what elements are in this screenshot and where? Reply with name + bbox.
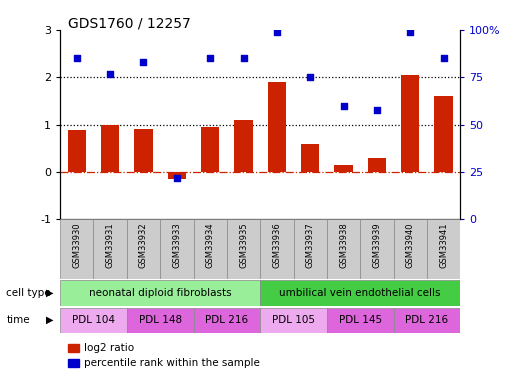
Bar <box>194 308 260 333</box>
Text: PDL 104: PDL 104 <box>72 315 115 325</box>
Text: neonatal diploid fibroblasts: neonatal diploid fibroblasts <box>89 288 232 298</box>
Bar <box>227 219 260 279</box>
Text: umbilical vein endothelial cells: umbilical vein endothelial cells <box>279 288 441 298</box>
Text: cell type: cell type <box>6 288 51 298</box>
Bar <box>327 308 393 333</box>
Bar <box>293 219 327 279</box>
Bar <box>160 219 194 279</box>
Text: percentile rank within the sample: percentile rank within the sample <box>84 358 259 368</box>
Text: GSM33937: GSM33937 <box>306 222 315 268</box>
Bar <box>201 127 219 172</box>
Bar <box>368 158 386 172</box>
Bar <box>234 120 253 172</box>
Bar <box>134 129 153 172</box>
Bar <box>394 219 427 279</box>
Point <box>306 74 314 80</box>
Text: GSM33935: GSM33935 <box>239 222 248 268</box>
Text: GSM33938: GSM33938 <box>339 222 348 268</box>
Bar <box>435 96 453 172</box>
Bar <box>67 130 86 172</box>
Point <box>206 56 214 62</box>
Bar <box>268 82 286 172</box>
Text: GSM33934: GSM33934 <box>206 222 214 268</box>
Text: GDS1760 / 12257: GDS1760 / 12257 <box>68 17 191 31</box>
Text: PDL 105: PDL 105 <box>272 315 315 325</box>
Text: time: time <box>6 315 30 325</box>
Point <box>439 56 448 62</box>
Text: GSM33931: GSM33931 <box>106 222 115 268</box>
Text: GSM33930: GSM33930 <box>72 222 81 268</box>
Bar <box>393 308 460 333</box>
Bar <box>127 308 194 333</box>
Bar <box>60 219 94 279</box>
Bar <box>260 308 327 333</box>
Bar <box>101 124 119 172</box>
Bar <box>427 219 460 279</box>
Bar <box>168 172 186 179</box>
Point <box>272 29 281 35</box>
Text: GSM33940: GSM33940 <box>406 222 415 268</box>
Point <box>240 56 248 62</box>
Point <box>139 59 147 65</box>
Text: GSM33939: GSM33939 <box>372 222 381 268</box>
Text: ▶: ▶ <box>46 288 53 298</box>
Bar <box>334 165 353 172</box>
Bar <box>194 219 227 279</box>
Point <box>406 29 414 35</box>
Bar <box>360 219 393 279</box>
Bar <box>260 280 460 306</box>
Text: PDL 145: PDL 145 <box>339 315 382 325</box>
Text: ▶: ▶ <box>46 315 53 325</box>
Bar <box>94 219 127 279</box>
Point <box>106 70 115 76</box>
Bar <box>127 219 160 279</box>
Text: GSM33932: GSM33932 <box>139 222 148 268</box>
Point <box>373 106 381 112</box>
Text: GSM33941: GSM33941 <box>439 222 448 268</box>
Bar <box>60 280 260 306</box>
Text: PDL 216: PDL 216 <box>405 315 448 325</box>
Point <box>339 103 348 109</box>
Bar <box>260 219 293 279</box>
Bar <box>60 308 127 333</box>
Bar <box>401 75 419 172</box>
Text: GSM33933: GSM33933 <box>173 222 181 268</box>
Bar <box>327 219 360 279</box>
Point <box>73 56 81 62</box>
Bar <box>301 144 320 172</box>
Point <box>173 175 181 181</box>
Text: GSM33936: GSM33936 <box>272 222 281 268</box>
Text: log2 ratio: log2 ratio <box>84 343 134 353</box>
Text: PDL 216: PDL 216 <box>206 315 248 325</box>
Text: PDL 148: PDL 148 <box>139 315 181 325</box>
